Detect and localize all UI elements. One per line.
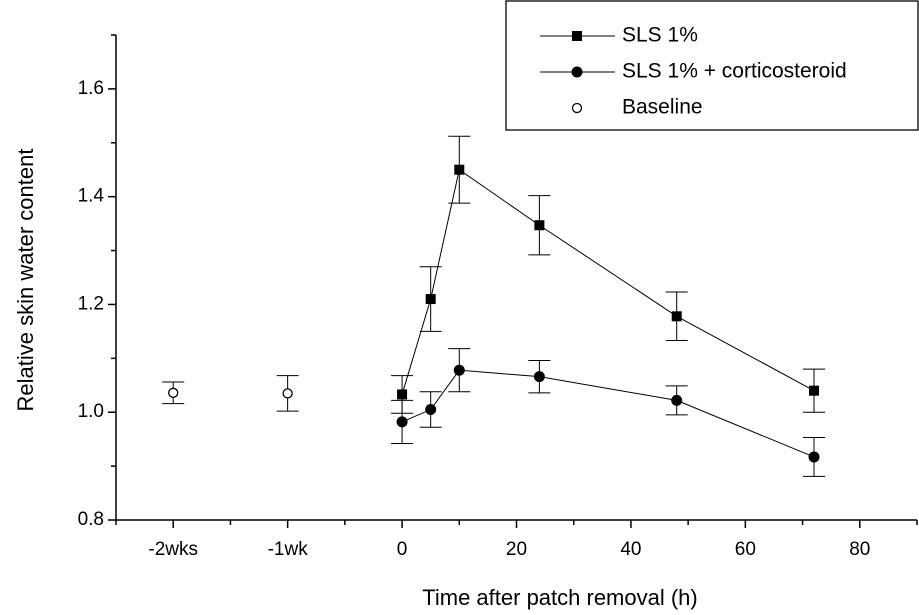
y-tick-label: 1.0: [78, 401, 104, 422]
legend-marker: [572, 31, 582, 41]
legend-marker: [571, 66, 583, 78]
data-point: [282, 388, 293, 399]
legend-marker: [571, 102, 583, 114]
data-point: [453, 364, 465, 376]
legend-label: Baseline: [622, 96, 703, 119]
data-point: [534, 220, 545, 231]
x-tick-label: 60: [735, 539, 756, 560]
series-line: [401, 168, 815, 395]
x-tick-label: 40: [620, 539, 641, 560]
data-point: [168, 387, 179, 398]
legend-label: SLS 1%: [622, 24, 698, 47]
x-tick-label: -2wks: [148, 539, 198, 560]
data-point: [425, 294, 436, 305]
x-axis-label: Time after patch removal (h): [422, 585, 698, 610]
series-line: [401, 369, 815, 458]
x-tick-label: 80: [849, 539, 870, 560]
data-point: [396, 416, 408, 428]
data-point: [671, 394, 683, 406]
x-tick-label: 20: [506, 539, 527, 560]
y-tick-label: 1.4: [78, 186, 105, 207]
data-point: [454, 164, 465, 175]
data-point: [397, 389, 408, 400]
data-point: [425, 404, 437, 416]
legend-label: SLS 1% + corticosteroid: [622, 60, 847, 83]
y-axis-label: Relative skin water content: [13, 149, 38, 412]
data-point: [808, 451, 820, 463]
x-tick-label: -1wk: [268, 539, 309, 560]
data-point: [533, 371, 545, 383]
y-tick-label: 0.8: [78, 509, 104, 530]
data-point: [809, 385, 820, 396]
y-tick-label: 1.2: [78, 293, 104, 314]
x-tick-label: 0: [397, 539, 408, 560]
data-point: [671, 311, 682, 322]
y-tick-label: 1.6: [78, 78, 104, 99]
